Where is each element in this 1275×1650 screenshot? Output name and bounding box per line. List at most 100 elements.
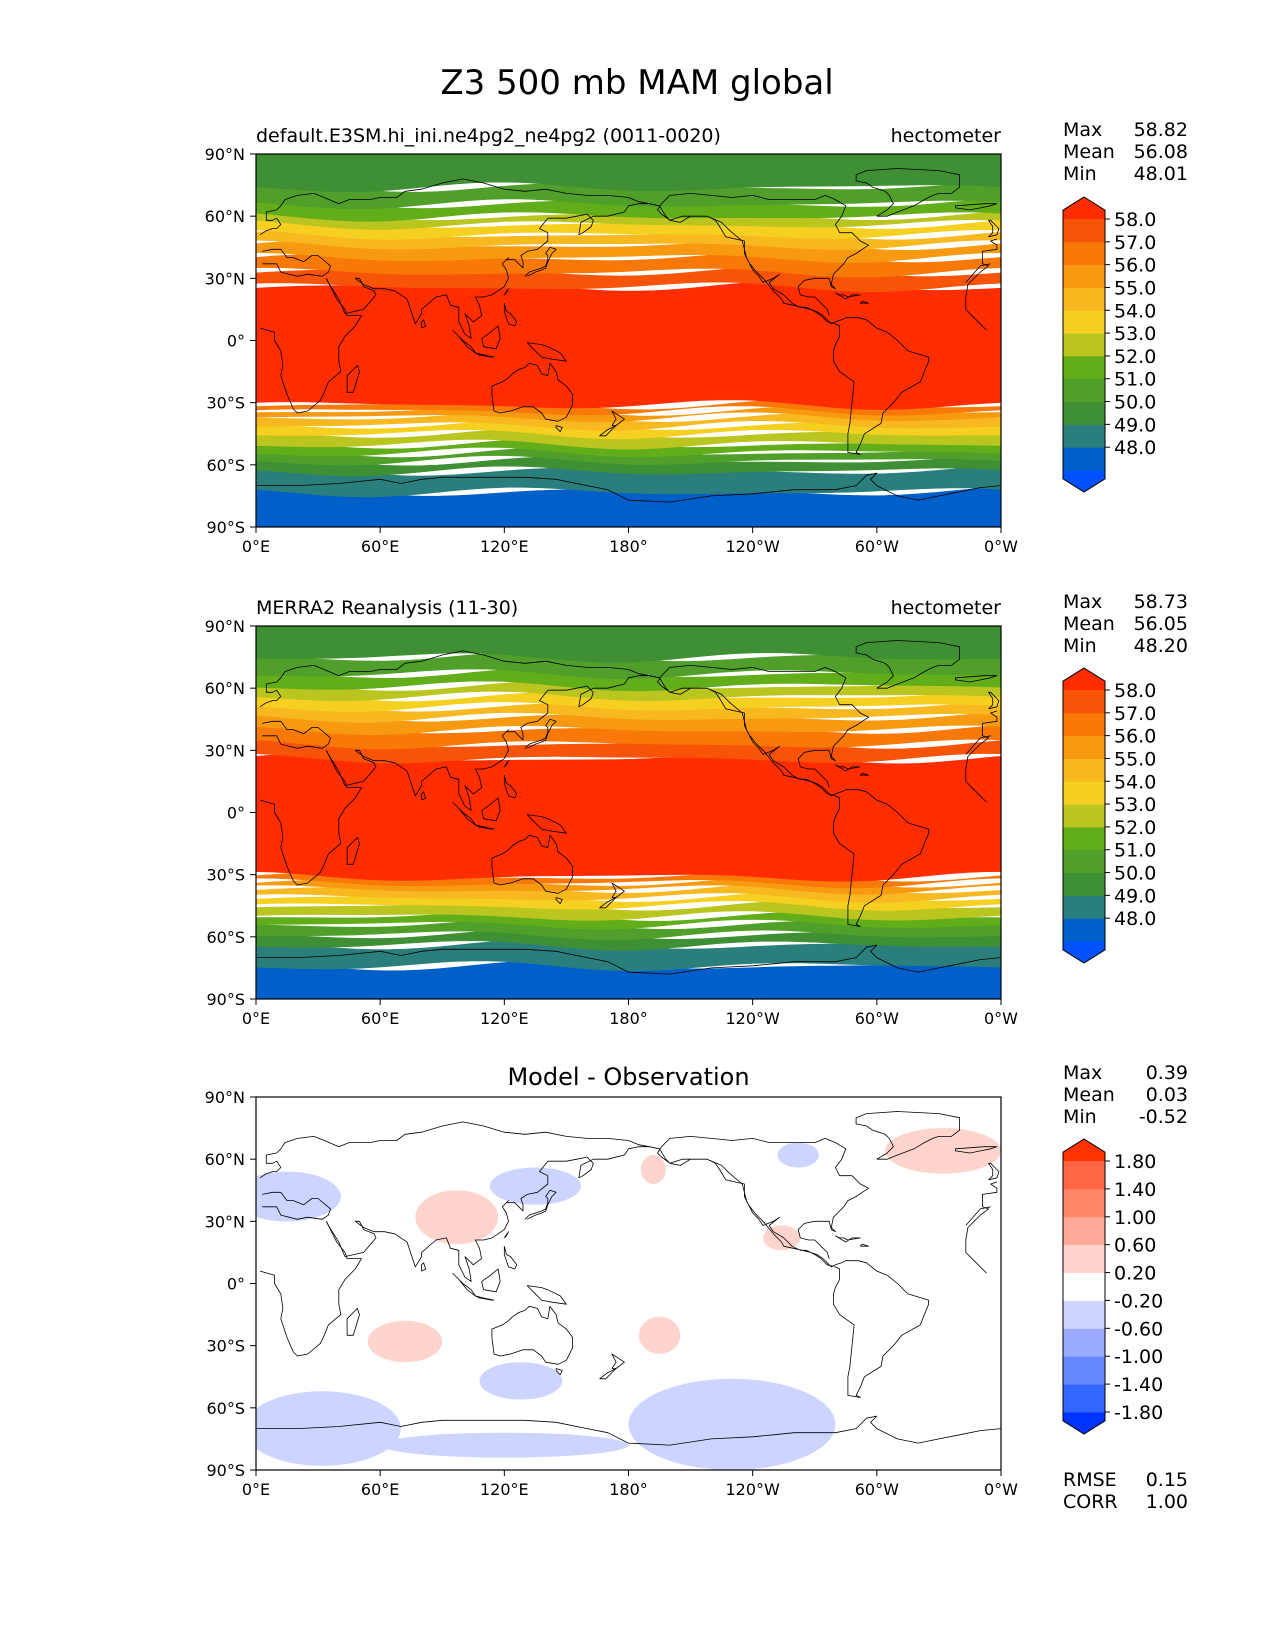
coastline-0-2 — [491, 362, 573, 422]
colorbar: 58.057.056.055.054.053.052.051.050.049.0… — [1062, 667, 1156, 964]
colorbar-segment — [1063, 1300, 1105, 1329]
colorbar-outline — [1062, 1138, 1106, 1435]
colorbar-segment — [1063, 310, 1105, 334]
y-tick-label: 0° — [227, 804, 245, 823]
colorbar-tick-label: 1.80 — [1114, 1151, 1156, 1173]
stat-label: Mean — [1063, 141, 1115, 163]
coastline-0-12 — [503, 303, 518, 327]
coastline-0-1 — [259, 178, 998, 339]
coastlines — [256, 1111, 1001, 1446]
coastline-2-11 — [526, 1285, 567, 1305]
colorbar-tick-label: 58.0 — [1114, 209, 1156, 231]
colorbar-tick-label: 49.0 — [1114, 885, 1156, 907]
metric-value: 0.15 — [1146, 1469, 1188, 1491]
coastline-1-6 — [988, 691, 1000, 710]
coastline-1-11 — [526, 814, 567, 834]
colorbar-tick-label: 0.60 — [1114, 1235, 1156, 1257]
coastline-0-4 — [855, 168, 960, 217]
x-tick-label: 120°E — [480, 1009, 529, 1028]
stat-value: 48.20 — [1134, 635, 1188, 657]
anomaly-negative-10 — [256, 1391, 401, 1466]
colorbar-tick-label: -0.60 — [1114, 1318, 1163, 1340]
coastline-0-15 — [555, 425, 563, 433]
colorbar-segment — [1063, 1272, 1105, 1301]
axes: 0°E 60°E 120°E 180° 120°W 60°W 0°W 90°N 60°N 30°N… — [205, 1088, 1019, 1499]
coastline-1-4 — [855, 640, 960, 689]
coastline-0-6 — [988, 219, 1000, 238]
metric-label: CORR — [1063, 1491, 1118, 1513]
contour-band-2-0 — [256, 960, 1001, 999]
anomaly-positive-3 — [640, 1155, 666, 1185]
colorbar-segment — [1063, 804, 1105, 828]
panel-units: hectometer — [891, 125, 1002, 147]
colorbar-segment — [1063, 1244, 1105, 1274]
colorbar-over-extension — [1063, 197, 1105, 219]
contour-band-2-17 — [256, 668, 1001, 692]
coastline-1-2 — [491, 834, 573, 894]
anomaly-positive-2 — [638, 1316, 681, 1354]
x-tick-label: 120°W — [725, 537, 780, 556]
x-tick-label: 180° — [609, 1480, 648, 1499]
x-tick-label: 120°W — [725, 1009, 780, 1028]
y-tick-label: 90°S — [206, 990, 245, 1009]
coastline-1-10 — [481, 797, 501, 822]
coastline-1-21 — [860, 772, 869, 776]
metric-label: RMSE — [1063, 1469, 1117, 1491]
y-tick-label: 60°N — [205, 1150, 245, 1169]
y-tick-label: 60°N — [205, 679, 245, 698]
stats: Max 0.39 Mean 0.03 Min -0.52 — [1063, 1062, 1188, 1128]
colorbar-tick-label: -0.20 — [1114, 1290, 1163, 1312]
coastline-2-2 — [491, 1305, 573, 1365]
colorbar-over-extension — [1063, 668, 1105, 690]
colorbar-segment — [1063, 1188, 1105, 1218]
colorbar-tick-label: 53.0 — [1114, 794, 1156, 816]
colorbar-segment — [1063, 241, 1105, 266]
coastline-2-0 — [259, 1191, 991, 1357]
coastline-2-20 — [835, 1235, 861, 1243]
contour-band-1-17 — [256, 198, 1001, 222]
colorbar-segment — [1063, 918, 1105, 942]
y-tick-label: 0° — [227, 1275, 245, 1294]
stats: Max 58.82 Mean 56.08 Min 48.01 — [1063, 119, 1188, 185]
y-tick-label: 30°S — [206, 1337, 245, 1356]
colorbar-segment — [1063, 424, 1105, 448]
colorbar-segment — [1063, 735, 1105, 759]
y-tick-label: 30°N — [205, 269, 245, 288]
colorbar-segment — [1063, 378, 1105, 403]
map-panel-2: MERRA2 Reanalysis (11-30) hectometer 0°E 60… — [205, 591, 1188, 1028]
coastline-1-3 — [649, 665, 929, 927]
colorbar-segment — [1063, 287, 1105, 311]
coastline-1-18 — [503, 760, 509, 768]
colorbar-tick-label: 57.0 — [1114, 232, 1156, 254]
x-tick-label: 0°E — [242, 1009, 270, 1028]
coastline-0-3 — [649, 193, 929, 455]
colorbar-tick-label: -1.00 — [1114, 1346, 1163, 1368]
coastline-0-21 — [860, 300, 869, 304]
colorbar-under-extension — [1063, 941, 1105, 963]
coastline-0-11 — [526, 342, 567, 362]
colorbar-segment — [1063, 758, 1105, 782]
stat-value: -0.52 — [1139, 1106, 1188, 1128]
anomaly-negative-9 — [479, 1362, 563, 1400]
colorbar-tick-label: 0.20 — [1114, 1263, 1156, 1285]
contour-band-1-2 — [256, 455, 1001, 477]
x-tick-label: 0°E — [242, 1480, 270, 1499]
coastline-1-1 — [259, 650, 998, 811]
colorbar-over-extension — [1063, 1139, 1105, 1161]
coastline-2-4 — [855, 1111, 960, 1160]
anomaly-positive-0 — [415, 1190, 499, 1245]
x-tick-label: 60°E — [361, 1480, 399, 1499]
coastline-1-15 — [555, 897, 563, 905]
coastline-2-21 — [860, 1243, 869, 1247]
colorbar-tick-label: 55.0 — [1114, 277, 1156, 299]
y-tick-label: 30°N — [205, 741, 245, 760]
coastline-1-20 — [835, 764, 861, 772]
coastline-1-12 — [503, 775, 518, 799]
coastline-1-5 — [955, 675, 998, 683]
panel-title-center: Model - Observation — [507, 1063, 749, 1091]
coastline-1-9 — [475, 824, 495, 830]
y-tick-label: 30°S — [206, 394, 245, 413]
colorbar-tick-label: 51.0 — [1114, 369, 1156, 391]
contour-fill — [256, 1097, 1001, 1470]
coastline-2-1 — [259, 1121, 998, 1282]
